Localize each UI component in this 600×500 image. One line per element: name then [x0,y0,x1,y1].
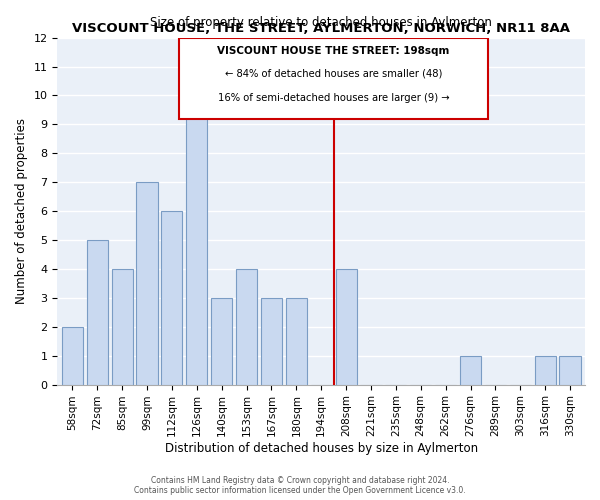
Bar [460,356,481,384]
Title: VISCOUNT HOUSE, THE STREET, AYLMERTON, NORWICH, NR11 8AA: VISCOUNT HOUSE, THE STREET, AYLMERTON, N… [72,22,570,35]
Text: ← 84% of detached houses are smaller (48): ← 84% of detached houses are smaller (48… [225,69,442,79]
Bar [261,298,282,384]
Bar [211,298,232,384]
Text: VISCOUNT HOUSE THE STREET: 198sqm: VISCOUNT HOUSE THE STREET: 198sqm [217,46,450,56]
Bar [236,269,257,384]
Text: Size of property relative to detached houses in Aylmerton: Size of property relative to detached ho… [150,16,492,29]
Bar [335,269,356,384]
Bar [559,356,581,384]
FancyBboxPatch shape [179,38,488,118]
Bar [161,211,182,384]
Bar [86,240,108,384]
Bar [535,356,556,384]
X-axis label: Distribution of detached houses by size in Aylmerton: Distribution of detached houses by size … [164,442,478,455]
Y-axis label: Number of detached properties: Number of detached properties [15,118,28,304]
Bar [186,96,208,385]
Bar [62,327,83,384]
Text: 16% of semi-detached houses are larger (9) →: 16% of semi-detached houses are larger (… [218,94,449,104]
Bar [136,182,158,384]
Bar [112,269,133,384]
Bar [286,298,307,384]
Text: Contains HM Land Registry data © Crown copyright and database right 2024.
Contai: Contains HM Land Registry data © Crown c… [134,476,466,495]
